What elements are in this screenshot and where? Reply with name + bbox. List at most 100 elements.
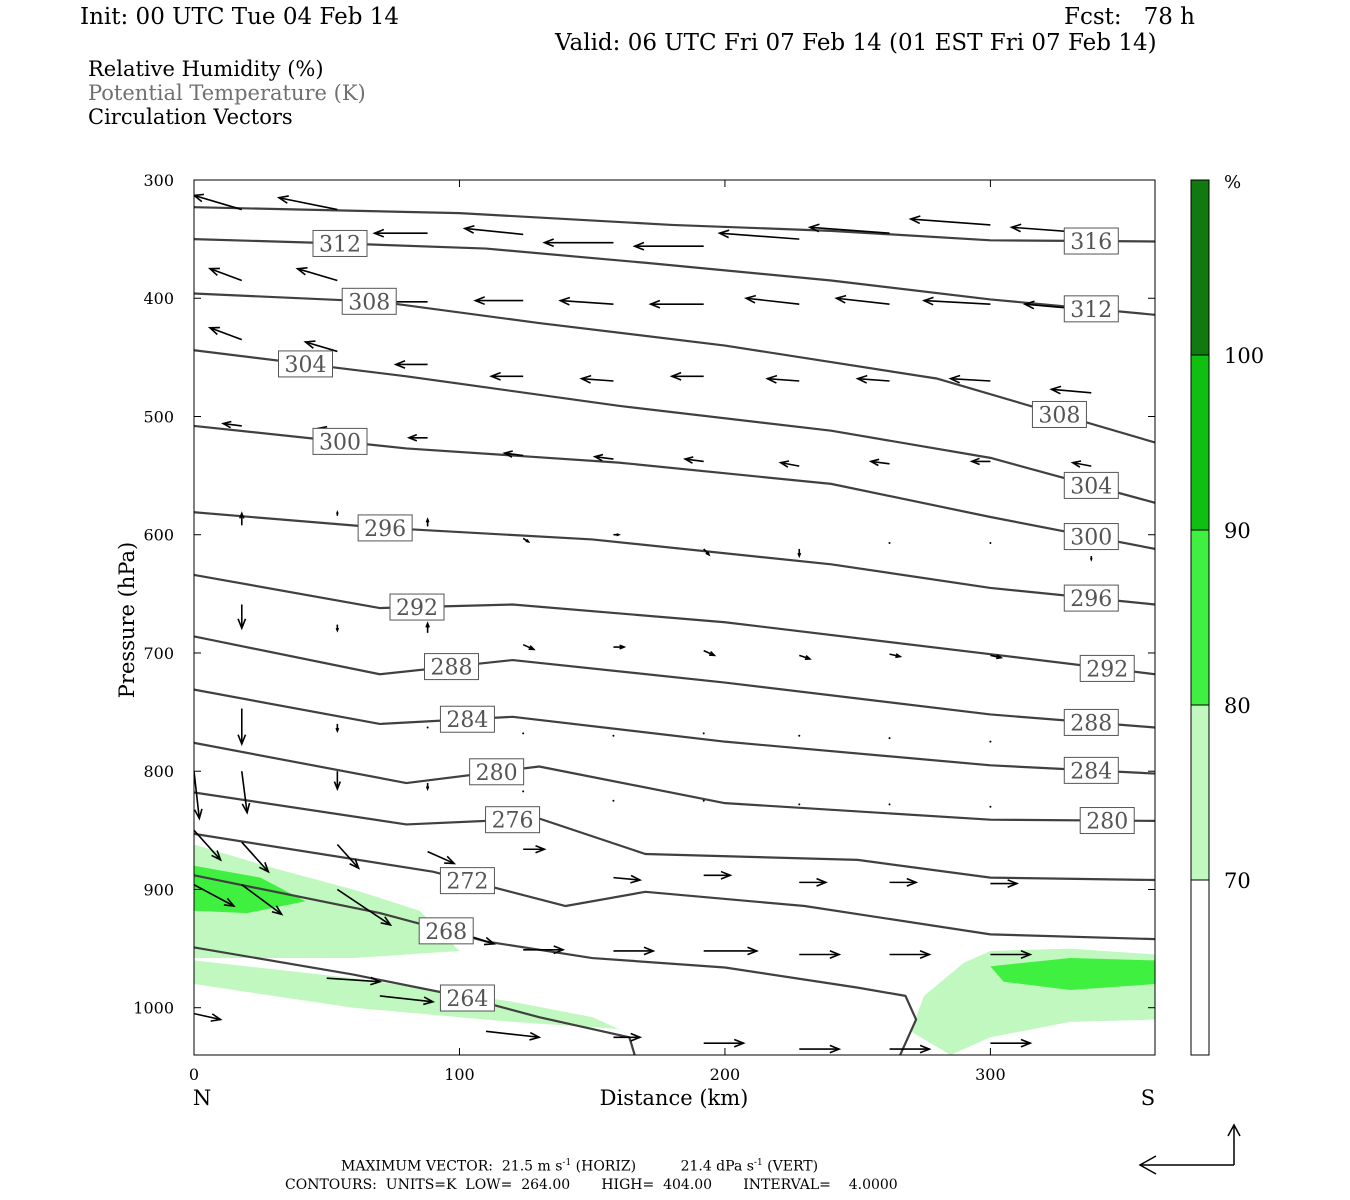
isentrope-296 — [194, 511, 1155, 606]
isentrope-label-284: 284 — [1063, 756, 1119, 784]
vector-head — [744, 294, 757, 304]
circulation-vector — [393, 360, 428, 369]
x-tick-label: 200 — [710, 1065, 741, 1084]
vector-head — [919, 950, 932, 959]
vector-head — [1049, 385, 1062, 395]
isentrope-label-box — [1063, 227, 1119, 255]
circulation-vector — [426, 726, 429, 729]
vector-head — [619, 644, 627, 650]
circulation-vector — [888, 542, 891, 545]
isentrope-label-box — [1079, 654, 1135, 682]
circulation-vector — [669, 371, 704, 381]
vector-head — [502, 450, 513, 458]
colorbar-segment-4 — [1191, 180, 1209, 355]
circulation-vector — [613, 1032, 643, 1042]
isentrope-label-312: 312 — [312, 229, 368, 257]
circulation-vector — [798, 734, 801, 737]
vector-head — [221, 420, 232, 429]
vector-head — [271, 905, 284, 916]
isentrope-label-box — [1063, 523, 1119, 551]
isentrope-label-text: 272 — [446, 870, 488, 895]
vector-shaft — [297, 267, 338, 282]
vector-head — [765, 374, 778, 384]
init-time: Init: 00 UTC Tue 04 Feb 14 — [80, 4, 400, 30]
vector-head — [996, 654, 1004, 660]
circulation-vector — [703, 548, 711, 557]
isentrope-292 — [194, 573, 1155, 676]
y-tick-label: 1000 — [133, 999, 174, 1018]
isentrope-label-text: 284 — [446, 708, 488, 733]
y-tick-label: 500 — [143, 407, 174, 426]
vector-head — [207, 267, 220, 276]
isentrope-label-text: 300 — [1070, 526, 1112, 551]
circulation-vector — [237, 604, 247, 631]
vector-shaft — [746, 297, 800, 305]
isentrope-label-text: 296 — [364, 517, 406, 542]
isentrope-label-text: 292 — [1086, 657, 1128, 682]
circulation-vector — [241, 841, 270, 874]
vector-head — [372, 228, 385, 238]
vector-head — [919, 1044, 932, 1054]
vector-shaft — [194, 829, 222, 861]
circulation-vector — [778, 460, 800, 468]
isentrope-label-text: 280 — [1086, 810, 1128, 835]
circulation-vector — [425, 783, 430, 792]
vector-head — [1020, 950, 1033, 959]
vector-head — [393, 360, 406, 369]
vector-head — [948, 374, 961, 384]
isentrope-label-box — [277, 350, 333, 378]
y-tick-label: 900 — [143, 880, 174, 899]
circulation-vector — [523, 844, 547, 854]
circulation-vector — [632, 241, 704, 251]
circulation-vector — [473, 296, 524, 306]
circulation-vector — [612, 799, 615, 802]
isentrope-label-304: 304 — [1063, 471, 1119, 499]
isentrope-label-264: 264 — [439, 984, 495, 1012]
vector-head — [648, 299, 661, 309]
vector-head — [473, 296, 485, 306]
vector-point — [888, 737, 891, 740]
circulation-vector — [703, 946, 759, 956]
circulation-vector — [207, 267, 243, 282]
colorbar-segment-3 — [1191, 355, 1209, 530]
circulation-vector — [523, 945, 566, 955]
circulation-vector — [579, 374, 614, 384]
vector-shaft — [194, 194, 243, 211]
vector-shaft — [910, 218, 991, 226]
south-label: S — [1141, 1086, 1155, 1110]
vector-point — [612, 734, 615, 737]
x-tick-label: 0 — [189, 1065, 199, 1084]
vector-head — [483, 936, 497, 946]
vector-shaft — [923, 299, 991, 305]
isentrope-label-300: 300 — [1063, 523, 1119, 551]
y-tick-label: 300 — [143, 171, 174, 190]
circulation-vector — [592, 453, 614, 462]
circulation-vector — [326, 976, 382, 986]
isentrope-label-text: 280 — [476, 761, 518, 786]
circulation-vector — [613, 644, 627, 650]
y-tick-label: 700 — [143, 644, 174, 663]
circulation-vector — [502, 450, 524, 458]
isentrope-280 — [194, 741, 1155, 822]
circulation-vector — [1089, 556, 1093, 562]
vector-head — [717, 229, 730, 239]
isentrope-label-text: 308 — [348, 290, 390, 315]
vector-shaft — [379, 995, 434, 1003]
vector-head — [1020, 1038, 1033, 1048]
isentrope-label-box — [1063, 295, 1119, 323]
circulation-vector — [522, 732, 525, 735]
circulation-vector — [989, 740, 992, 743]
vector-head — [1007, 879, 1020, 888]
circulation-vector — [333, 771, 342, 792]
vector-shaft — [1072, 461, 1092, 467]
vector-shaft — [870, 460, 890, 465]
vector-head — [425, 786, 430, 792]
isentrope-label-box — [485, 806, 541, 834]
vector-head — [223, 897, 236, 908]
isentrope-label-box — [357, 514, 413, 542]
isentrope-label-280: 280 — [469, 758, 525, 786]
vector-point — [426, 726, 429, 729]
isentrope-label-text: 264 — [446, 987, 488, 1012]
circulation-vector — [336, 510, 339, 516]
circulation-vector — [921, 296, 991, 306]
